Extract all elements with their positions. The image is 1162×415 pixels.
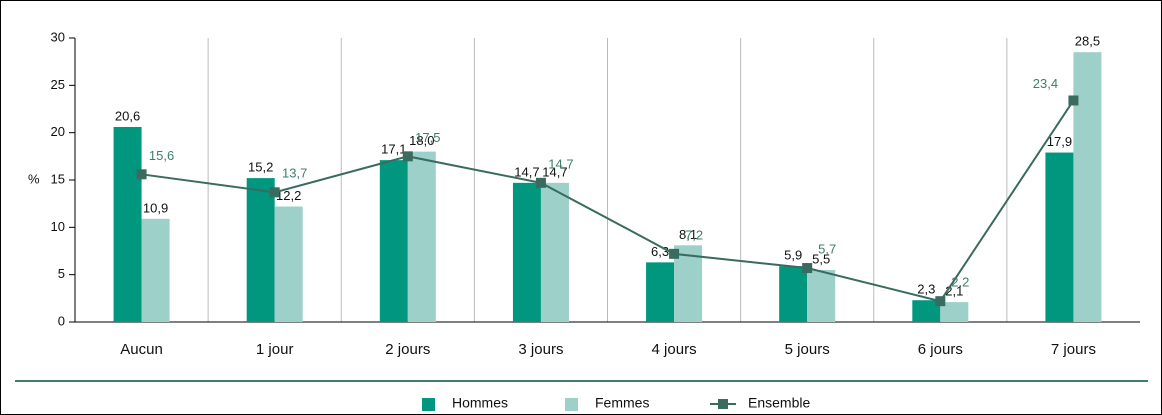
x-tick-label: 5 jours [785,341,830,358]
data-label: 17,1 [381,142,406,157]
marker [935,296,946,307]
bar [1073,52,1102,322]
bar [141,218,170,322]
data-label: 14,7 [514,164,539,179]
data-label: 2,3 [917,282,935,297]
data-label: 2,2 [951,275,969,290]
y-tick-label: 10 [51,219,65,234]
y-tick-label: 15 [51,171,65,186]
marker [402,151,413,162]
data-label: 14,7 [542,164,567,179]
data-label: 14,7 [548,156,573,171]
bar [512,182,541,322]
y-tick-label: 5 [58,266,65,281]
data-label: 5,9 [784,248,802,263]
x-tick-label: 7 jours [1051,341,1096,358]
y-tick-label: 25 [51,77,65,92]
data-label: 15,6 [149,148,174,163]
data-label: 17,9 [1047,134,1072,149]
bar [807,269,836,322]
x-tick-label: 2 jours [385,341,430,358]
bar [912,300,941,322]
x-tick-label: 3 jours [518,341,563,358]
x-tick-label: Aucun [120,341,163,358]
data-label: 23,4 [1033,76,1058,91]
legend-label: Femmes [595,395,649,411]
data-label: 15,2 [248,160,273,175]
data-label: 18,0 [409,133,434,148]
bar [407,151,436,322]
marker [802,263,813,274]
data-label: 28,5 [1075,34,1100,49]
legend-label: Ensemble [748,395,810,411]
y-tick-label: 20 [51,124,65,139]
x-tick-label: 4 jours [652,341,697,358]
bar [1045,152,1074,322]
marker [136,169,147,180]
legend-swatch [422,398,435,411]
data-label: 17,5 [415,130,440,145]
bar [246,178,275,322]
data-label: 5,5 [812,251,830,266]
line [141,99,1075,303]
bar [779,266,808,322]
data-label: 8,1 [679,227,697,242]
x-tick-label: 1 jour [256,341,294,358]
bar [379,160,408,322]
marker [269,187,280,198]
legend-swatch [718,399,728,409]
data-label: 13,7 [282,166,307,181]
bar [940,302,969,322]
data-label: 7,2 [685,227,703,242]
data-label: 20,6 [115,108,140,123]
data-label: 5,7 [818,241,836,256]
bar [646,262,675,322]
y-tick-label: 0 [58,313,65,328]
x-tick-label: 6 jours [918,341,963,358]
legend-swatch [565,398,578,411]
y-axis-label: % [28,171,40,186]
marker [535,177,546,188]
data-label: 10,9 [143,200,168,215]
y-tick-label: 30 [51,29,65,44]
bar [274,206,303,322]
data-label: 6,3 [651,244,669,259]
marker [669,248,680,259]
bar [540,182,569,322]
marker [1068,95,1079,106]
legend-label: Hommes [452,395,508,411]
data-label: 12,2 [276,188,301,203]
bar [113,126,142,322]
